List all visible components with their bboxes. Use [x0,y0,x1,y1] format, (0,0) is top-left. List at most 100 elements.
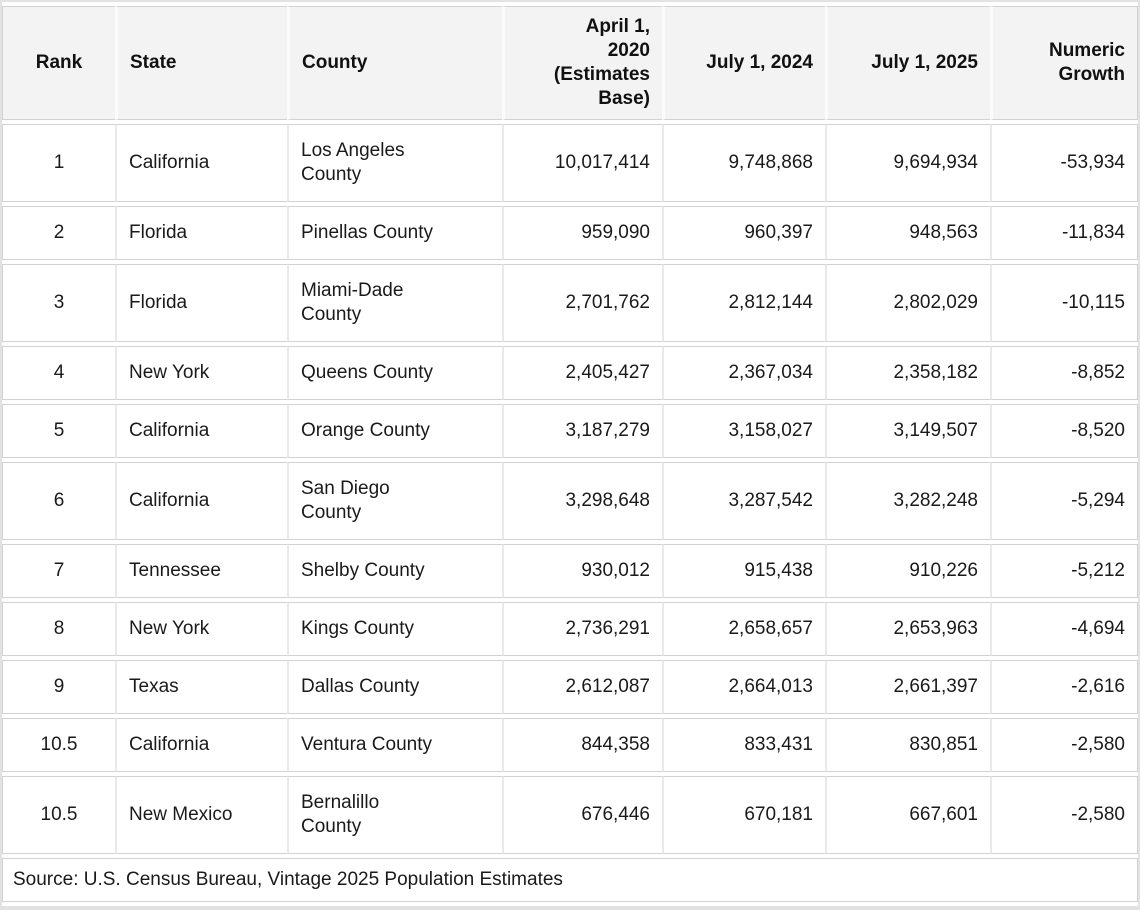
numeric-growth-cell: -8,520 [990,404,1138,458]
pop-july-2024-cell: 3,287,542 [662,462,825,540]
numeric-growth-cell: -11,834 [990,206,1138,260]
pop-april-2020-cell: 2,612,087 [502,660,662,714]
rank-cell: 7 [2,544,115,598]
table-row: 9 Texas Dallas County 2,612,087 2,664,013 2,6… [2,660,1138,714]
county-cell: Shelby County [287,544,502,598]
table-row: 8 New York Kings County 2,736,291 2,658,657 2… [2,602,1138,656]
table-header: Rank State County April 1, 2020 (Estimat… [2,6,1138,120]
pop-july-2025-cell: 910,226 [825,544,990,598]
county-cell: Orange County [287,404,502,458]
table-body: 1 California Los Angeles County 10,017,414 9… [2,124,1138,854]
pop-april-2020-cell: 10,017,414 [502,124,662,202]
state-cell: Tennessee [115,544,287,598]
column-header-numeric-growth: Numeric Growth [990,6,1138,120]
rank-cell: 5 [2,404,115,458]
pop-july-2024-cell: 3,158,027 [662,404,825,458]
pop-july-2025-cell: 3,282,248 [825,462,990,540]
state-cell: New York [115,602,287,656]
pop-april-2020-cell: 959,090 [502,206,662,260]
state-cell: California [115,718,287,772]
table-row: 1 California Los Angeles County 10,017,414 9… [2,124,1138,202]
rank-cell: 10.5 [2,718,115,772]
source-row: Source: U.S. Census Bureau, Vintage 2025… [2,858,1138,902]
table-row: 6 California San Diego County 3,298,648 3,28… [2,462,1138,540]
pop-april-2020-cell: 3,187,279 [502,404,662,458]
county-cell: Dallas County [287,660,502,714]
pop-april-2020-cell: 844,358 [502,718,662,772]
rank-cell: 3 [2,264,115,342]
county-cell: Bernalillo County [287,776,502,854]
state-cell: New Mexico [115,776,287,854]
pop-july-2024-cell: 915,438 [662,544,825,598]
source-note: Source: U.S. Census Bureau, Vintage 2025… [2,858,1138,902]
rank-cell: 6 [2,462,115,540]
pop-april-2020-cell: 930,012 [502,544,662,598]
rank-cell: 2 [2,206,115,260]
column-header-county: County [287,6,502,120]
county-cell: Queens County [287,346,502,400]
pop-july-2025-cell: 2,661,397 [825,660,990,714]
rank-cell: 8 [2,602,115,656]
pop-july-2024-cell: 2,658,657 [662,602,825,656]
pop-april-2020-cell: 2,736,291 [502,602,662,656]
pop-july-2025-cell: 2,358,182 [825,346,990,400]
pop-april-2020-cell: 2,701,762 [502,264,662,342]
numeric-growth-cell: -8,852 [990,346,1138,400]
rank-cell: 9 [2,660,115,714]
numeric-growth-cell: -53,934 [990,124,1138,202]
state-cell: Florida [115,206,287,260]
table-footer: Source: U.S. Census Bureau, Vintage 2025… [2,858,1138,902]
pop-july-2025-cell: 9,694,934 [825,124,990,202]
table-row: 4 New York Queens County 2,405,427 2,367,034… [2,346,1138,400]
pop-july-2024-cell: 960,397 [662,206,825,260]
county-cell: Kings County [287,602,502,656]
numeric-growth-cell: -10,115 [990,264,1138,342]
state-cell: California [115,404,287,458]
county-cell: Pinellas County [287,206,502,260]
pop-july-2025-cell: 948,563 [825,206,990,260]
column-header-rank: Rank [2,6,115,120]
pop-july-2025-cell: 3,149,507 [825,404,990,458]
pop-july-2025-cell: 2,653,963 [825,602,990,656]
numeric-growth-cell: -5,294 [990,462,1138,540]
state-cell: California [115,462,287,540]
rank-cell: 10.5 [2,776,115,854]
header-row: Rank State County April 1, 2020 (Estimat… [2,6,1138,120]
rank-cell: 1 [2,124,115,202]
state-cell: Texas [115,660,287,714]
pop-july-2024-cell: 670,181 [662,776,825,854]
pop-july-2024-cell: 2,664,013 [662,660,825,714]
county-cell: San Diego County [287,462,502,540]
column-header-april-2020-base: April 1, 2020 (Estimates Base) [502,6,662,120]
column-header-july-2025: July 1, 2025 [825,6,990,120]
pop-july-2025-cell: 667,601 [825,776,990,854]
county-cell: Los Angeles County [287,124,502,202]
pop-april-2020-cell: 676,446 [502,776,662,854]
numeric-growth-cell: -4,694 [990,602,1138,656]
state-cell: California [115,124,287,202]
table-row: 5 California Orange County 3,187,279 3,158,0… [2,404,1138,458]
county-cell: Miami-Dade County [287,264,502,342]
pop-july-2024-cell: 9,748,868 [662,124,825,202]
rank-cell: 4 [2,346,115,400]
column-header-july-2024: July 1, 2024 [662,6,825,120]
county-cell: Ventura County [287,718,502,772]
pop-july-2024-cell: 833,431 [662,718,825,772]
pop-april-2020-cell: 2,405,427 [502,346,662,400]
state-cell: New York [115,346,287,400]
pop-april-2020-cell: 3,298,648 [502,462,662,540]
table-row: 3 Florida Miami-Dade County 2,701,762 2,812,… [2,264,1138,342]
pop-july-2024-cell: 2,812,144 [662,264,825,342]
numeric-growth-cell: -2,580 [990,718,1138,772]
pop-july-2024-cell: 2,367,034 [662,346,825,400]
column-header-state: State [115,6,287,120]
numeric-growth-cell: -5,212 [990,544,1138,598]
numeric-growth-cell: -2,616 [990,660,1138,714]
table-row: 2 Florida Pinellas County 959,090 960,397 948… [2,206,1138,260]
state-cell: Florida [115,264,287,342]
table-row: 10.5 New Mexico Bernalillo County 676,446 67… [2,776,1138,854]
numeric-growth-cell: -2,580 [990,776,1138,854]
table-row: 10.5 California Ventura County 844,358 833,4… [2,718,1138,772]
